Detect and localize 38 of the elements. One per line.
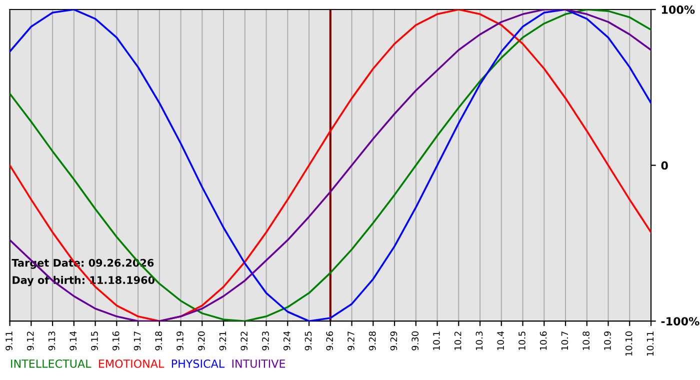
x-tick-label: 10.8: [582, 331, 590, 350]
text: INTELLECTUAL: [11, 359, 92, 368]
x-tick-label: 9.19: [176, 331, 184, 350]
x-tick-label: 10.6: [540, 331, 547, 350]
y-tick-label: 100%: [662, 5, 695, 14]
x-tick-label: 9.18: [155, 331, 162, 350]
x-tick-label: 10.2: [454, 332, 462, 350]
x-tick-label: 9.29: [390, 331, 398, 350]
x-tick-label: 10.9: [604, 331, 611, 350]
x-tick-label: 9.26: [326, 331, 334, 350]
x-tick-label: 10.1: [433, 332, 440, 350]
x-tick-label: 10.4: [497, 331, 504, 350]
text: PHYSICAL: [172, 359, 225, 368]
x-tick-label: 9.21: [219, 332, 226, 350]
x-tick-label: 10.11: [646, 332, 654, 356]
x-tick-label: 9.30: [412, 331, 419, 350]
x-tick-label: 10.3: [476, 332, 483, 350]
x-tick-label: 9.27: [348, 332, 354, 350]
x-tick-label: 9.16: [112, 331, 120, 350]
x-tick-label: 9.15: [91, 332, 98, 350]
x-tick-label: 9.25: [304, 332, 312, 350]
x-tick-label: 9.20: [198, 331, 205, 350]
text: INTUITIVE: [232, 360, 286, 368]
y-tick-label: 0: [661, 161, 668, 170]
x-tick-label: 9.14: [70, 331, 77, 350]
x-tick-label: 9.28: [368, 331, 376, 350]
x-tick-label: 9.17: [134, 332, 141, 350]
y-tick-label: -100%: [661, 317, 700, 326]
x-tick-label: 9.13: [48, 332, 56, 350]
x-tick-label: 9.23: [262, 332, 269, 350]
x-tick-label: 9.11: [6, 332, 12, 350]
x-tick-label: 10.5: [518, 332, 526, 350]
x-tick-label: 9.22: [240, 332, 248, 350]
x-tick-label: 9.24: [283, 331, 290, 350]
x-tick-label: 9.12: [26, 332, 34, 350]
text: EMOTIONAL: [99, 359, 164, 368]
x-tick-label: 10.7: [561, 332, 568, 350]
x-tick-label: 10.10: [625, 331, 632, 356]
